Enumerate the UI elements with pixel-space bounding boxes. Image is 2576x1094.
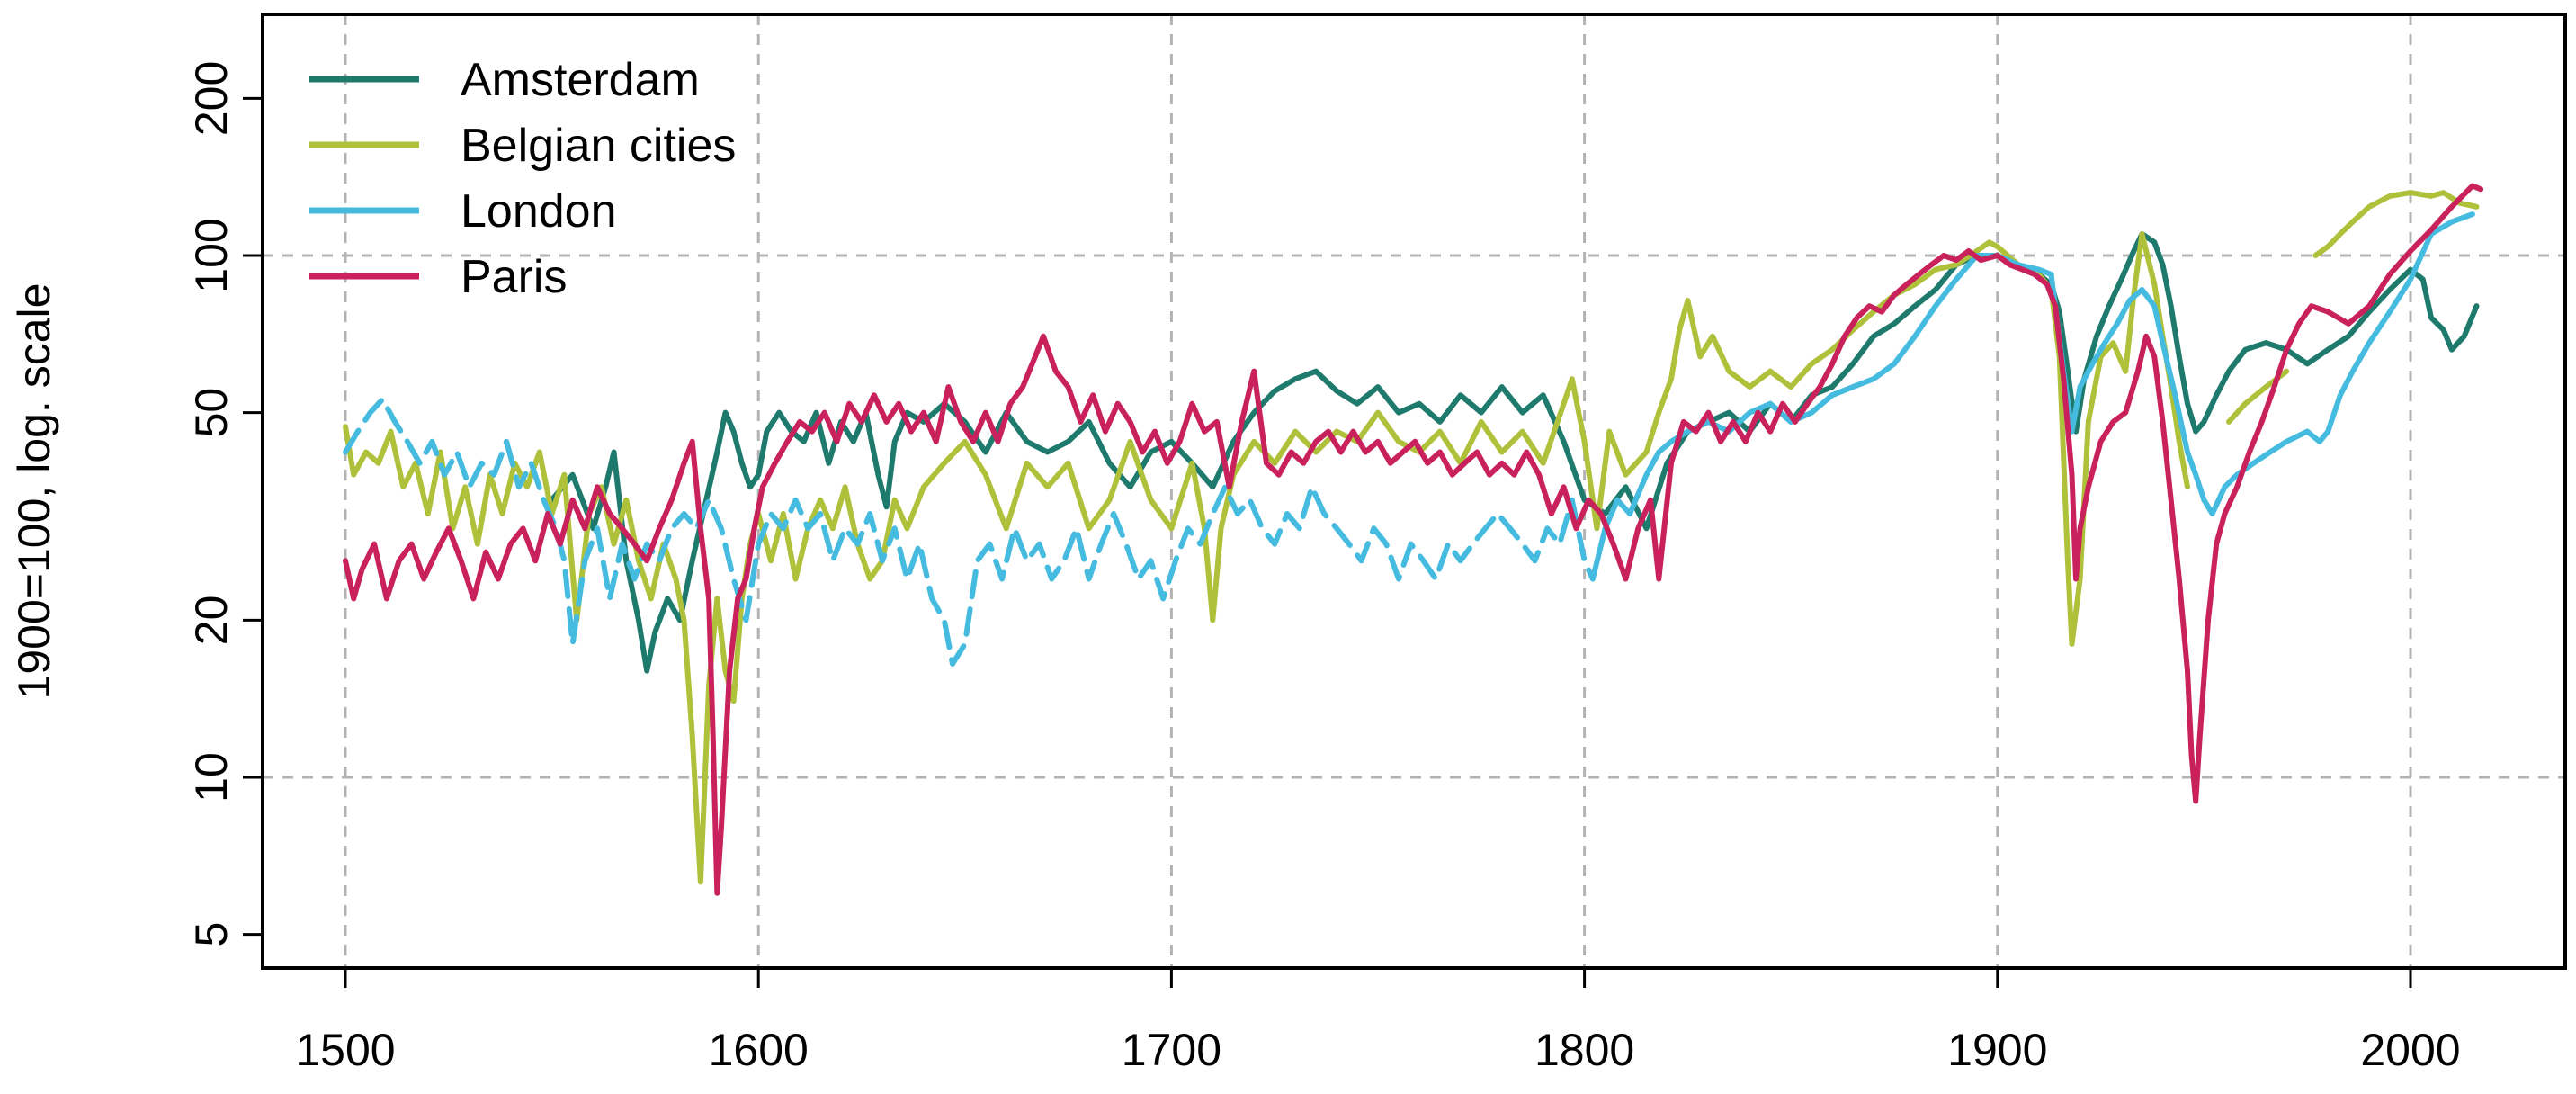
y-tick-label-10: 10 — [186, 752, 237, 803]
legend: Amsterdam Belgian cities London Paris — [309, 54, 736, 303]
x-tick-label-1600: 1600 — [709, 1025, 809, 1075]
x-axis: 1500 1600 1700 1800 1900 2000 — [295, 968, 2461, 1075]
series-amsterdam — [549, 231, 2480, 674]
series-paris — [343, 183, 2484, 896]
plot-frame — [261, 13, 2567, 970]
x-tick-label-1800: 1800 — [1534, 1025, 1634, 1075]
legend-label-2: London — [461, 185, 617, 238]
series-line-paris-0 — [343, 183, 2484, 896]
y-tick-label-20: 20 — [186, 596, 237, 646]
legend-label-0: Amsterdam — [461, 54, 700, 106]
legend-label-1: Belgian cities — [461, 120, 736, 172]
y-tick-label-50: 50 — [186, 388, 237, 438]
x-tick-label-2000: 2000 — [2360, 1025, 2460, 1075]
series-line-london-1 — [1589, 211, 2475, 582]
series-layer — [343, 183, 2484, 896]
y-tick-label-100: 100 — [186, 218, 237, 292]
y-tick-label-5: 5 — [186, 922, 237, 947]
series-line-london-0 — [343, 396, 1596, 667]
series-line-belgian-cities-2 — [2312, 190, 2480, 258]
x-tick-label-1700: 1700 — [1122, 1025, 1221, 1075]
series-line-amsterdam-0 — [549, 231, 2480, 674]
x-tick-label-1900: 1900 — [1947, 1025, 2047, 1075]
grid-lines — [263, 14, 2565, 968]
x-tick-label-1500: 1500 — [295, 1025, 395, 1075]
y-axis-title: 1900=100, log. scale — [9, 283, 59, 700]
legend-label-3: Paris — [461, 251, 567, 303]
y-tick-label-200: 200 — [186, 61, 237, 136]
y-axis: 5 10 20 50 100 200 — [186, 61, 263, 947]
